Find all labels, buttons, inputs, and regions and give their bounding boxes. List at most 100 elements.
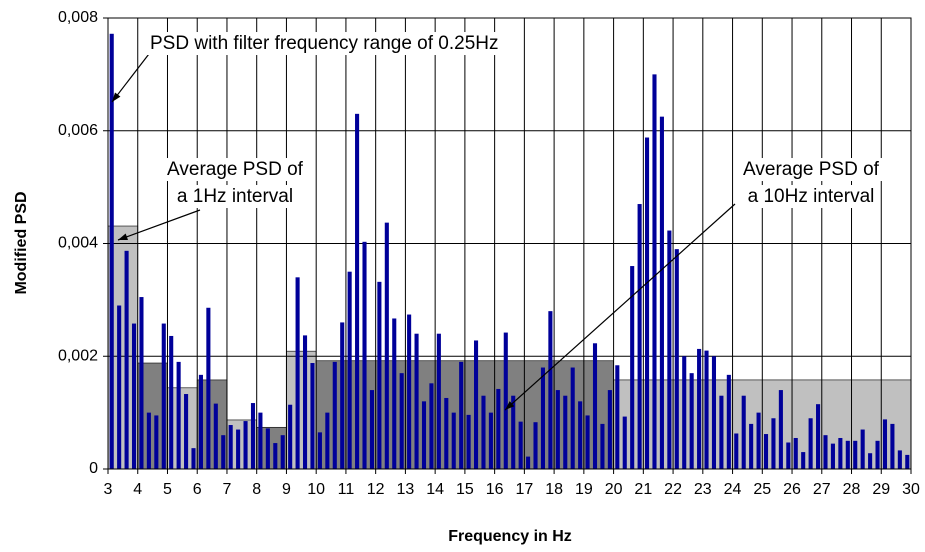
x-tick-label: 22 [664,481,682,498]
x-tick-label: 26 [783,481,801,498]
bar [890,423,895,469]
bar [830,443,835,469]
bar [109,33,114,469]
bar [689,373,694,469]
annotation-arrowhead [505,401,515,410]
bar [548,311,553,469]
bar [273,443,278,469]
bar [726,374,731,469]
x-tick-label: 23 [694,481,712,498]
annotation-text: Average PSD of [743,159,880,180]
bar [645,137,650,469]
bar [154,415,159,469]
bar [615,365,620,469]
bar [622,416,627,469]
annotation-arrowhead [112,92,121,102]
annotation-background [740,158,883,182]
bar [845,440,850,469]
bar [473,340,479,469]
x-tick-label: 14 [426,481,444,498]
bar [377,281,382,469]
bar [459,361,464,469]
bar [600,423,605,469]
bar [258,412,263,469]
x-tick-label: 20 [605,481,623,498]
bar [860,429,865,469]
bar [526,456,531,469]
x-tick-label: 11 [338,481,355,498]
bar [481,395,486,469]
bar [652,74,657,469]
bar [191,448,196,469]
x-tick-label: 12 [367,481,385,498]
bar [310,363,315,469]
bar [540,367,546,469]
bar [592,343,598,469]
annotation-text: a 1Hz interval [177,186,293,207]
x-tick-label: 10 [307,481,325,498]
annotation-background [173,185,297,209]
bar [853,440,858,469]
annotation-arrow [504,203,736,411]
y-tick-label: 0,004 [58,235,98,252]
annotation-text: a 10Hz interval [748,186,875,207]
annotation-background [147,32,502,56]
bar [578,401,583,469]
bar [340,322,345,469]
bar [518,421,523,469]
bar [228,425,233,469]
bar [570,367,575,469]
bar [161,323,166,469]
bar [719,395,724,469]
bar [897,450,902,469]
bar [704,350,709,469]
bar [711,356,717,469]
bar [184,394,189,469]
bar [131,323,137,469]
x-tick-label: 6 [193,481,202,498]
x-tick-label: 21 [634,481,652,498]
bar [392,318,397,469]
bar [905,454,910,469]
x-tick-label: 27 [813,481,831,498]
bar [763,434,769,469]
x-tick-label: 7 [223,481,232,498]
bar [221,435,226,469]
annotation-arrow [111,49,153,103]
bar [265,428,270,469]
bar [429,383,434,469]
bar [347,271,352,469]
bar [868,453,873,469]
bar [288,404,293,469]
x-tick-label: 8 [252,481,261,498]
bar [198,374,203,469]
x-tick-label: 18 [545,481,563,498]
bar [280,435,285,469]
bar [243,421,248,469]
y-tick-label: 0,002 [58,347,98,364]
y-axis-title: Modified PSD [13,191,30,294]
bar [786,442,791,469]
bar [302,335,308,469]
bar [697,348,702,469]
annotation-text: PSD with filter frequency range of 0.25H… [150,33,499,54]
annotation-background [164,158,307,182]
bar [511,395,516,469]
x-tick-label: 19 [575,481,593,498]
bar [176,361,181,469]
bar [332,361,337,469]
y-tick-label: 0 [89,460,98,477]
annotation-arrow [117,209,201,241]
bar [206,307,211,469]
x-tick-label: 5 [163,481,172,498]
x-tick-label: 9 [282,481,291,498]
bar [771,418,776,469]
x-tick-label: 24 [724,481,742,498]
bar [139,297,144,469]
bar [563,395,568,469]
bar [793,437,798,469]
x-tick-label: 16 [486,481,504,498]
bar [808,418,813,469]
x-tick-label: 3 [104,481,113,498]
bar [555,390,560,469]
